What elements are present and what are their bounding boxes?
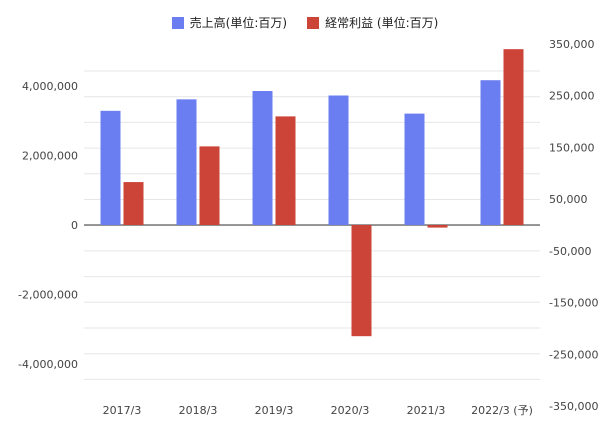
right-axis-tick-label: 250,000 xyxy=(549,90,595,103)
right-axis-tick-label: 50,000 xyxy=(549,193,588,206)
right-axis-tick-label: -350,000 xyxy=(549,400,598,413)
x-axis-tick-label: 2018/3 xyxy=(179,404,218,417)
right-axis-tick-label: 350,000 xyxy=(549,38,595,51)
x-axis-tick-label: 2022/3 (予) xyxy=(471,404,533,417)
bar-sales-1 xyxy=(176,99,197,225)
bar-profit-1 xyxy=(199,146,220,225)
bar-sales-4 xyxy=(404,113,425,225)
x-axis-tick-label: 2020/3 xyxy=(331,404,370,417)
bar-sales-0 xyxy=(100,110,121,225)
bar-sales-5 xyxy=(480,80,501,225)
right-axis-tick-label: -250,000 xyxy=(549,348,598,361)
left-axis-tick-label: 0 xyxy=(71,219,78,232)
bar-profit-3 xyxy=(351,225,372,337)
left-axis-tick-label: 4,000,000 xyxy=(22,80,78,93)
x-axis-tick-label: 2019/3 xyxy=(255,404,294,417)
left-axis-tick-label: -4,000,000 xyxy=(18,358,78,371)
bar-sales-3 xyxy=(328,95,349,225)
legend-item-profit: 経常利益 (単位:百万) xyxy=(307,14,438,31)
left-axis-tick-label: -2,000,000 xyxy=(18,289,78,302)
bar-profit-5 xyxy=(503,49,524,225)
bar-profit-4 xyxy=(427,225,448,228)
legend-swatch-sales xyxy=(171,16,184,29)
legend-label-profit: 経常利益 (単位:百万) xyxy=(325,16,439,30)
legend: 売上高(単位:百万) 経常利益 (単位:百万) xyxy=(0,14,610,31)
right-axis-tick-label: -150,000 xyxy=(549,297,598,310)
bar-profit-0 xyxy=(123,182,144,225)
legend-item-sales: 売上高(単位:百万) xyxy=(171,14,288,31)
legend-swatch-profit xyxy=(307,16,320,29)
right-axis-tick-label: 150,000 xyxy=(549,141,595,154)
x-axis-tick-label: 2017/3 xyxy=(103,404,142,417)
bar-profit-2 xyxy=(275,116,296,225)
legend-label-sales: 売上高(単位:百万) xyxy=(189,16,288,30)
bar-sales-2 xyxy=(252,90,273,225)
right-axis-tick-label: -50,000 xyxy=(549,245,591,258)
left-axis-tick-label: 2,000,000 xyxy=(22,149,78,162)
x-axis-tick-label: 2021/3 xyxy=(407,404,446,417)
